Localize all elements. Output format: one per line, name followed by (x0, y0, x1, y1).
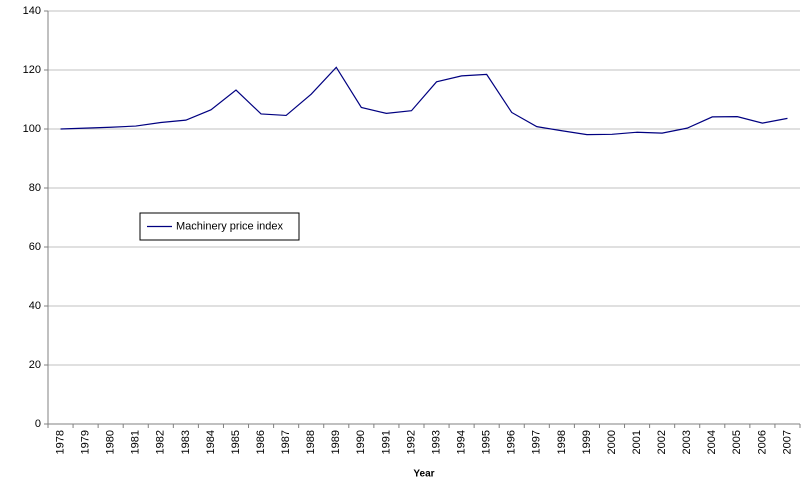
x-tick-label: 1990 (355, 430, 367, 454)
x-tick-label: 1980 (105, 430, 117, 454)
x-tick-label: 1997 (531, 430, 543, 454)
x-tick-label: 1978 (54, 430, 66, 454)
x-tick-label: 1989 (330, 430, 342, 454)
y-tick-label: 120 (23, 64, 41, 76)
x-tick-label: 1987 (280, 430, 292, 454)
x-tick-label: 2005 (731, 430, 743, 454)
y-tick-label: 20 (29, 359, 41, 371)
y-tick-label: 140 (23, 5, 41, 17)
x-tick-label: 1993 (430, 430, 442, 454)
x-tick-label: 2001 (631, 430, 643, 454)
data-line (60, 66, 788, 136)
x-tick-label: 1995 (481, 430, 493, 454)
x-tick-label: 1999 (581, 430, 593, 454)
y-tick-label: 0 (35, 418, 41, 430)
x-tick-label: 1992 (405, 430, 417, 454)
x-tick-label: 1986 (255, 430, 267, 454)
x-tick-label: 1981 (130, 430, 142, 454)
x-tick-label: 2004 (706, 430, 718, 454)
x-tick-label: 1994 (456, 430, 468, 454)
x-tick-label: 1983 (180, 430, 192, 454)
x-tick-label: 1982 (155, 430, 167, 454)
y-tick-label: 60 (29, 241, 41, 253)
legend-label: Machinery price index (176, 220, 283, 232)
x-tick-label: 2003 (681, 430, 693, 454)
y-tick-label: 80 (29, 182, 41, 194)
x-tick-label: 2006 (756, 430, 768, 454)
x-tick-label: 2000 (606, 430, 618, 454)
x-tick-label: 1979 (80, 430, 92, 454)
x-axis-label: Year (413, 469, 434, 480)
x-tick-label: 1998 (556, 430, 568, 454)
x-tick-label: 1991 (380, 430, 392, 454)
y-tick-label: 100 (23, 123, 41, 135)
x-tick-label: 1988 (305, 430, 317, 454)
x-tick-label: 1985 (230, 430, 242, 454)
x-tick-label: 1996 (506, 430, 518, 454)
y-tick-label: 40 (29, 300, 41, 312)
x-tick-label: 2002 (656, 430, 668, 454)
x-tick-label: 1984 (205, 430, 217, 454)
x-tick-label: 2007 (781, 430, 793, 454)
